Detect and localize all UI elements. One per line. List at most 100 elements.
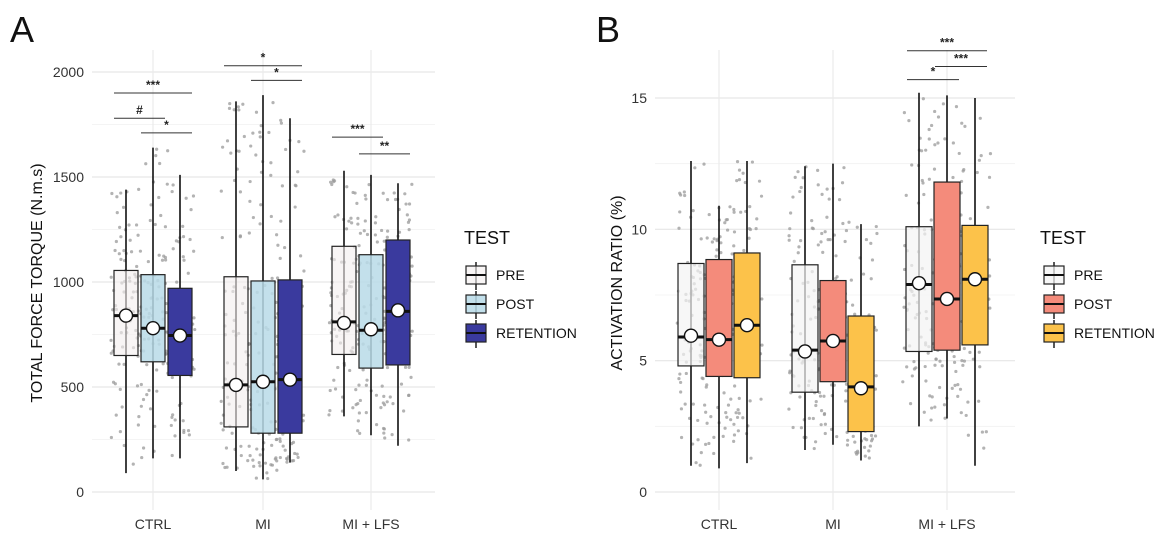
data-point: [135, 384, 140, 388]
data-point: [734, 411, 738, 415]
data-point: [221, 145, 225, 149]
data-point: [851, 434, 855, 439]
data-point: [978, 365, 982, 369]
data-point: [936, 141, 940, 145]
data-point: [270, 276, 274, 281]
data-point: [155, 389, 159, 393]
box-retention: [847, 315, 875, 433]
data-point: [350, 221, 354, 225]
legend-title-a: TEST: [464, 228, 510, 248]
data-point: [139, 382, 143, 387]
data-point: [348, 368, 352, 373]
data-point: [987, 175, 992, 179]
data-point: [910, 163, 914, 167]
data-point: [328, 388, 332, 393]
data-point: [816, 183, 820, 187]
data-point: [750, 160, 755, 164]
y-tick-label: 5: [639, 353, 647, 369]
data-point: [251, 131, 255, 135]
data-point: [874, 328, 878, 332]
data-point: [951, 141, 955, 145]
data-point: [979, 154, 983, 158]
data-point: [902, 111, 906, 115]
data-point: [171, 413, 175, 417]
data-point: [332, 378, 336, 382]
data-point: [136, 423, 140, 427]
significance-label: ***: [146, 78, 160, 92]
data-point: [165, 182, 169, 186]
data-point: [354, 388, 358, 392]
data-point: [399, 382, 404, 386]
data-point: [258, 135, 262, 139]
data-point: [405, 213, 409, 217]
data-point: [137, 415, 141, 419]
data-point: [161, 362, 165, 366]
data-point: [684, 371, 688, 376]
mean-marker: [255, 374, 271, 389]
data-point: [704, 442, 708, 447]
data-point: [741, 171, 745, 175]
data-point: [932, 167, 937, 171]
data-point: [364, 197, 368, 201]
data-point: [328, 409, 332, 413]
data-point: [943, 416, 947, 420]
data-point: [787, 234, 791, 238]
legend-label: PRE: [496, 267, 525, 283]
data-point: [959, 179, 964, 184]
data-point: [908, 402, 913, 406]
data-point: [110, 191, 114, 196]
data-point: [819, 409, 824, 413]
data-point: [181, 255, 185, 259]
data-point: [181, 235, 186, 239]
x-tick-label: CTRL: [135, 516, 172, 532]
data-point: [725, 415, 729, 419]
data-point: [743, 180, 747, 185]
data-point: [247, 444, 251, 448]
data-point: [760, 297, 764, 301]
data-point: [219, 421, 223, 425]
data-point: [846, 438, 850, 442]
data-point: [735, 160, 740, 164]
data-point: [403, 192, 407, 196]
data-point: [286, 455, 290, 459]
data-point: [381, 191, 385, 195]
data-point: [759, 194, 764, 198]
data-point: [285, 460, 289, 464]
data-point: [701, 377, 705, 381]
data-point: [699, 237, 703, 241]
data-point: [385, 235, 389, 239]
x-tick-label: MI + LFS: [918, 516, 975, 532]
data-point: [707, 441, 711, 446]
data-point: [943, 137, 947, 141]
data-point: [683, 402, 687, 406]
data-point: [705, 383, 709, 387]
data-point: [363, 193, 367, 197]
data-point: [149, 203, 153, 207]
data-point: [365, 378, 369, 382]
data-point: [977, 350, 981, 354]
data-point: [905, 365, 909, 369]
data-point: [975, 170, 979, 175]
data-point: [258, 130, 262, 134]
data-point: [109, 351, 113, 355]
legend-b: TEST PRE POST RETENTION: [1040, 228, 1155, 348]
data-point: [238, 190, 243, 194]
data-point: [725, 228, 730, 232]
data-point: [726, 403, 731, 407]
data-point: [714, 254, 718, 258]
data-point: [844, 399, 848, 403]
box-pre: [223, 276, 249, 428]
data-point: [382, 239, 386, 243]
data-point: [175, 280, 179, 284]
boxes-a: [113, 95, 411, 480]
data-point: [119, 257, 123, 261]
data-point: [296, 170, 300, 174]
data-point: [274, 355, 279, 359]
data-point: [732, 230, 737, 234]
data-point: [863, 437, 867, 441]
data-point: [259, 124, 263, 128]
data-point: [182, 258, 186, 262]
data-point: [184, 196, 188, 200]
data-point: [114, 239, 118, 244]
